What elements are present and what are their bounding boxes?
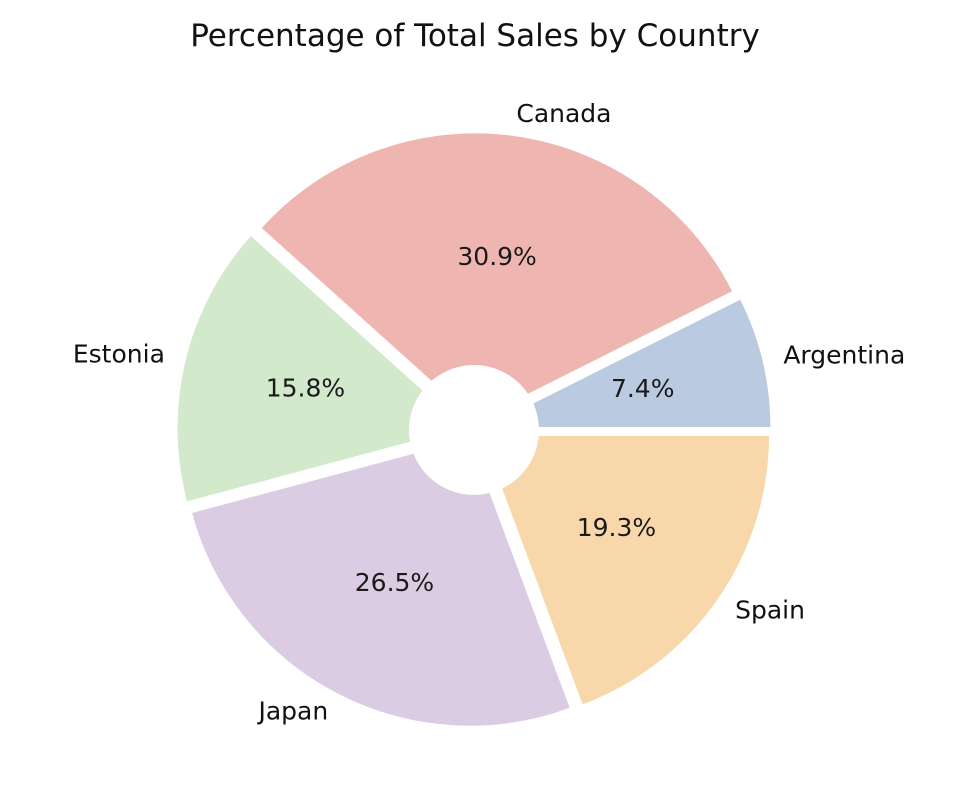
percent-label-argentina: 7.4% bbox=[611, 374, 675, 403]
pie-slice-japan bbox=[189, 436, 573, 728]
pie-labels: Argentina 7.4% Canada 30.9% Estonia 15.8% Japa… bbox=[73, 99, 905, 726]
percent-label-canada: 30.9% bbox=[457, 242, 536, 271]
pie-slice-estonia bbox=[175, 233, 468, 504]
pie-slices bbox=[175, 131, 773, 728]
percent-label-japan: 26.5% bbox=[355, 568, 434, 597]
pie-slice-argentina bbox=[481, 296, 773, 430]
percent-label-estonia: 15.8% bbox=[266, 373, 345, 402]
donut-hole bbox=[409, 365, 539, 495]
pie-slice-spain bbox=[479, 433, 772, 708]
category-label-estonia: Estonia bbox=[73, 340, 165, 369]
category-label-argentina: Argentina bbox=[783, 341, 905, 370]
percent-label-spain: 19.3% bbox=[577, 513, 656, 542]
pie-slice-canada bbox=[258, 131, 735, 423]
chart-title: Percentage of Total Sales by Country bbox=[190, 18, 760, 54]
category-label-spain: Spain bbox=[735, 595, 805, 624]
category-label-canada: Canada bbox=[516, 99, 611, 128]
category-label-japan: Japan bbox=[256, 696, 328, 725]
